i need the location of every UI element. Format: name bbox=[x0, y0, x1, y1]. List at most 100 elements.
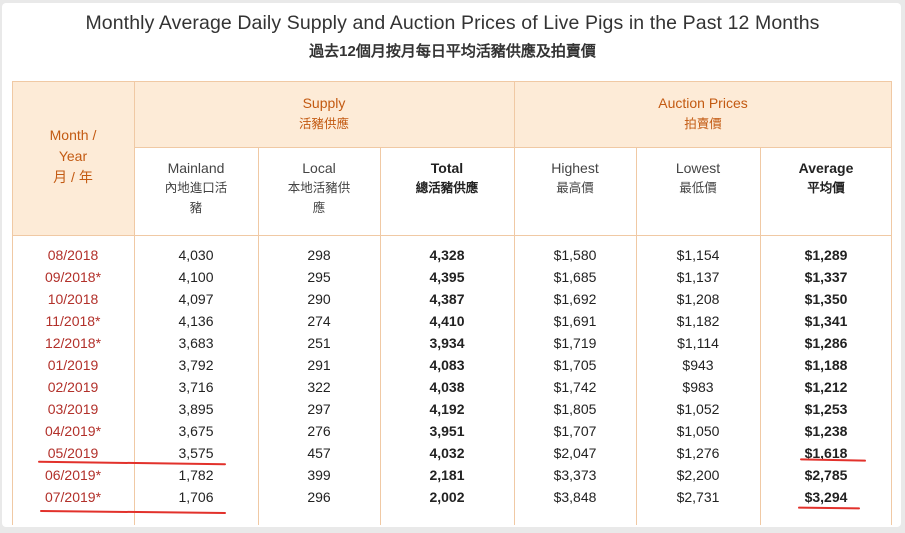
header-local-zh-2: 應 bbox=[312, 201, 326, 215]
cell-month: 08/2018 bbox=[47, 247, 99, 263]
cell-mainland: 3,792 bbox=[178, 357, 214, 373]
cell-lowest: $1,052 bbox=[676, 401, 720, 417]
header-auction-zh: 拍賣價 bbox=[684, 117, 722, 131]
cell-local: 291 bbox=[307, 357, 331, 373]
header-highest-en: Highest bbox=[551, 160, 599, 176]
cell-local: 295 bbox=[307, 269, 331, 285]
header-auction-prices: Auction Prices 拍賣價 bbox=[514, 93, 892, 135]
cell-highest: $1,805 bbox=[553, 401, 597, 417]
cell-local: 276 bbox=[307, 423, 331, 439]
cell-average: $1,253 bbox=[804, 401, 848, 417]
cell-total: 4,083 bbox=[429, 357, 465, 373]
header-highest-zh: 最高價 bbox=[556, 181, 594, 195]
header-lowest-en: Lowest bbox=[675, 160, 721, 176]
cell-average: $1,341 bbox=[804, 313, 848, 329]
cell-average: $1,289 bbox=[804, 247, 848, 263]
cell-mainland: 3,895 bbox=[178, 401, 214, 417]
cell-lowest: $983 bbox=[682, 379, 714, 395]
table-right-border bbox=[891, 81, 892, 525]
cell-average: $1,286 bbox=[804, 335, 848, 351]
header-auction-en: Auction Prices bbox=[658, 95, 748, 111]
cell-local: 274 bbox=[307, 313, 331, 329]
cell-highest: $1,580 bbox=[553, 247, 597, 263]
cell-total: 2,002 bbox=[429, 489, 465, 505]
header-total: Total 總活豬供應 bbox=[380, 158, 514, 198]
cell-total: 4,387 bbox=[429, 291, 465, 307]
cell-month: 10/2018 bbox=[47, 291, 99, 307]
title-english: Monthly Average Daily Supply and Auction… bbox=[85, 12, 820, 34]
cell-total: 2,181 bbox=[429, 467, 465, 483]
cell-highest: $1,685 bbox=[553, 269, 597, 285]
cell-month: 06/2019* bbox=[44, 467, 102, 483]
cell-total: 3,951 bbox=[429, 423, 465, 439]
cell-mainland: 4,100 bbox=[178, 269, 214, 285]
divider-lowest-average bbox=[760, 147, 761, 525]
cell-mainland: 4,030 bbox=[178, 247, 214, 263]
header-supply-en: Supply bbox=[302, 95, 346, 111]
header-total-zh: 總活豬供應 bbox=[415, 181, 479, 195]
cell-mainland: 1,706 bbox=[178, 489, 214, 505]
cell-lowest: $1,114 bbox=[677, 335, 719, 351]
table-left-border bbox=[12, 81, 13, 525]
cell-month: 03/2019 bbox=[47, 401, 99, 417]
cell-month: 01/2019 bbox=[47, 357, 99, 373]
cell-month: 12/2018* bbox=[44, 335, 102, 351]
cell-lowest: $1,154 bbox=[676, 247, 720, 263]
header-mainland-en: Mainland bbox=[167, 160, 225, 176]
cell-month: 05/2019 bbox=[47, 445, 99, 461]
cell-total: 4,395 bbox=[429, 269, 465, 285]
cell-local: 322 bbox=[307, 379, 331, 395]
cell-mainland: 1,782 bbox=[178, 467, 214, 483]
cell-average: $2,785 bbox=[804, 467, 848, 483]
cell-local: 251 bbox=[307, 335, 331, 351]
cell-lowest: $943 bbox=[682, 357, 714, 373]
header-group-row bbox=[134, 81, 892, 147]
header-group-divider bbox=[134, 147, 892, 148]
cell-month: 11/2018* bbox=[45, 313, 101, 329]
cell-lowest: $1,137 bbox=[676, 269, 720, 285]
cell-average: $3,294 bbox=[804, 489, 848, 505]
cell-average: $1,337 bbox=[804, 269, 848, 285]
table-row: 03/2019 3,895 297 4,192 $1,805 $1,052 $1… bbox=[12, 398, 892, 420]
header-sub-row bbox=[134, 147, 892, 235]
cell-local: 298 bbox=[307, 247, 331, 263]
table-row: 12/2018* 3,683 251 3,934 $1,719 $1,114 $… bbox=[12, 332, 892, 354]
header-local-en: Local bbox=[302, 160, 336, 176]
table-top-border bbox=[12, 81, 892, 82]
header-bottom-border bbox=[12, 235, 892, 236]
cell-average: $1,188 bbox=[804, 357, 848, 373]
cell-highest: $1,742 bbox=[553, 379, 597, 395]
header-highest: Highest 最高價 bbox=[514, 158, 636, 198]
table-row: 04/2019* 3,675 276 3,951 $1,707 $1,050 $… bbox=[12, 420, 892, 442]
table-row: 05/2019 3,575 457 4,032 $2,047 $1,276 $1… bbox=[12, 442, 892, 464]
header-month-label: Month / bbox=[49, 127, 97, 143]
cell-total: 4,032 bbox=[429, 445, 465, 461]
cell-highest: $1,691 bbox=[553, 313, 597, 329]
table-row: 06/2019* 1,782 399 2,181 $3,373 $2,200 $… bbox=[12, 464, 892, 486]
header-year-label: Year bbox=[58, 148, 88, 164]
cell-total: 4,410 bbox=[429, 313, 465, 329]
divider-month bbox=[134, 81, 135, 525]
header-total-en: Total bbox=[430, 160, 464, 176]
cell-average: $1,350 bbox=[804, 291, 848, 307]
cell-month: 04/2019* bbox=[44, 423, 102, 439]
cell-mainland: 3,683 bbox=[178, 335, 214, 351]
cell-local: 457 bbox=[307, 445, 331, 461]
cell-month: 02/2019 bbox=[47, 379, 99, 395]
divider-local-total bbox=[380, 147, 381, 525]
header-average: Average 平均價 bbox=[760, 158, 892, 198]
header-month-year: Month / Year 月 / 年 bbox=[12, 125, 134, 188]
cell-highest: $1,705 bbox=[553, 357, 597, 373]
table-row: 11/2018* 4,136 274 4,410 $1,691 $1,182 $… bbox=[12, 310, 892, 332]
cell-total: 4,328 bbox=[429, 247, 465, 263]
table-row: 10/2018 4,097 290 4,387 $1,692 $1,208 $1… bbox=[12, 288, 892, 310]
header-local-zh-1: 本地活豬供 bbox=[287, 181, 351, 195]
cell-lowest: $1,050 bbox=[676, 423, 720, 439]
header-mainland-zh-1: 內地進口活 bbox=[164, 181, 228, 195]
table-row: 09/2018* 4,100 295 4,395 $1,685 $1,137 $… bbox=[12, 266, 892, 288]
cell-month: 07/2019* bbox=[44, 489, 102, 505]
header-lowest: Lowest 最低價 bbox=[636, 158, 760, 198]
cell-highest: $1,719 bbox=[553, 335, 597, 351]
header-average-en: Average bbox=[798, 160, 854, 176]
cell-lowest: $1,182 bbox=[676, 313, 720, 329]
